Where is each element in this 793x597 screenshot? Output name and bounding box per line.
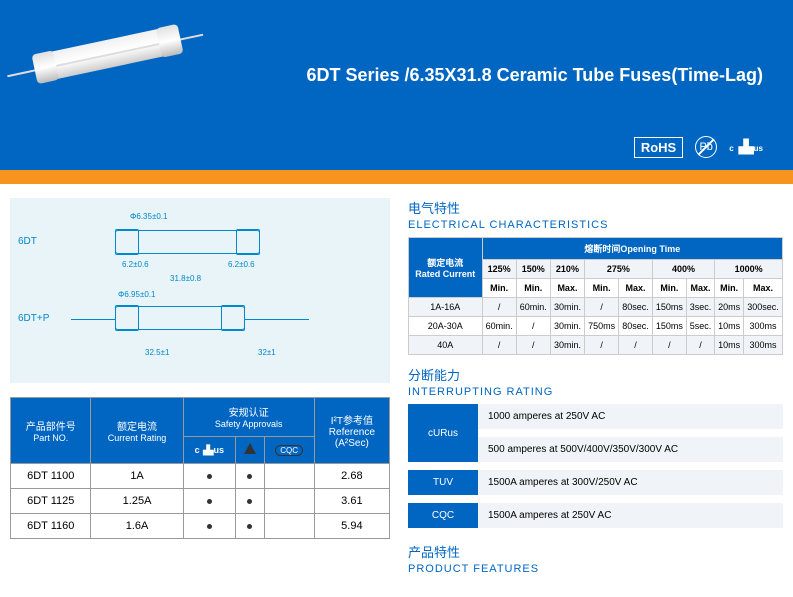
- rohs-badge: RoHS: [634, 137, 683, 158]
- header-banner: 6DT Series /6.35X31.8 Ceramic Tube Fuses…: [0, 0, 793, 170]
- col-cqc: CQC: [264, 437, 314, 464]
- col-safety: 安规认证Safety Approvals: [183, 398, 314, 437]
- parts-table: 产品部件号Part NO. 额定电流Current Rating 安规认证Saf…: [10, 397, 390, 539]
- col-ul: c▗▙us: [183, 437, 235, 464]
- col-tuv: [235, 437, 264, 464]
- diagram-label-6dt: 6DT: [18, 236, 37, 247]
- ul-mark-icon: c▗▙us: [729, 139, 763, 155]
- table-row: 6DT 11601.6A5.94: [11, 514, 390, 539]
- ec-title-cn: 电气特性: [408, 198, 783, 217]
- ec-title-en: ELECTRICAL CHARACTERISTICS: [408, 219, 783, 231]
- interrupting-rating-table: cURus1000 amperes at 250V AC 500 amperes…: [408, 404, 783, 536]
- col-reference: I²T参考值Reference(A²Sec): [314, 398, 389, 464]
- pf-title-cn: 产品特性: [408, 542, 783, 561]
- pf-title-en: PRODUCT FEATURES: [408, 563, 783, 575]
- product-photo: [35, 40, 180, 68]
- ir-curus: cURus: [408, 404, 478, 466]
- table-row: 6DT 11251.25A3.61: [11, 489, 390, 514]
- page-title: 6DT Series /6.35X31.8 Ceramic Tube Fuses…: [306, 65, 763, 86]
- divider-bar: [0, 170, 793, 184]
- col-current: 额定电流Current Rating: [91, 398, 183, 464]
- table-row: 40A//30min.////10ms300ms: [409, 336, 783, 355]
- certification-row: RoHS Pb c▗▙us: [634, 136, 763, 158]
- ir-tuv: TUV: [408, 466, 478, 499]
- table-row: 20A-30A60min./30min.750ms80sec.150ms5sec…: [409, 317, 783, 336]
- table-row: 1A-16A/60min.30min./80sec.150ms3sec.20ms…: [409, 298, 783, 317]
- diagram-label-6dtp: 6DT+P: [18, 313, 49, 324]
- dimension-diagram: 6DT 6DT+P Φ6.35±0.1 6.2±0.6 31.8±0.8 6.2…: [10, 198, 390, 383]
- electrical-characteristics-table: 额定电流Rated Current 熔断时间Opening Time 125%1…: [408, 237, 783, 355]
- ir-cqc: CQC: [408, 499, 478, 532]
- ir-title-cn: 分断能力: [408, 365, 783, 384]
- table-row: 6DT 11001A2.68: [11, 464, 390, 489]
- pb-free-icon: Pb: [695, 136, 717, 158]
- ir-title-en: INTERRUPTING RATING: [408, 386, 783, 398]
- col-partno: 产品部件号Part NO.: [11, 398, 91, 464]
